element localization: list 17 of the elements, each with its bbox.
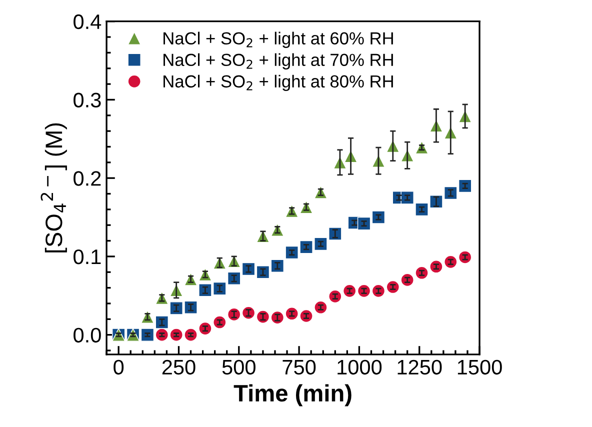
legend-label: NaCl + SO$_{2}$ + light at 80% RH [164, 74, 393, 92]
y-axis-title: [SO$_{4}$$^{2−}$] (M) [40, 123, 67, 252]
x-tick-label: 1000 [338, 360, 382, 375]
legend-label: NaCl + SO$_{2}$ + light at 60% RH [164, 32, 393, 48]
x-tick-label: 0 [114, 360, 124, 375]
y-tick-label: 0.1 [74, 249, 101, 264]
y-tick-label: 0.0 [74, 328, 101, 343]
x-tick-label: 250 [162, 360, 196, 375]
y-tick-label: 0.4 [74, 14, 102, 30]
x-tick-label: 750 [282, 360, 316, 375]
x-axis-title: Time (min) [234, 384, 352, 406]
y-tick-label: 0.2 [74, 171, 101, 186]
legend-label: NaCl + SO$_{2}$ + light at 70% RH [164, 53, 393, 70]
x-tick-label: 1250 [398, 360, 442, 375]
x-tick-label: 500 [222, 360, 256, 375]
y-tick-label: 0.3 [74, 92, 101, 108]
x-tick-label: 1500 [458, 360, 502, 375]
